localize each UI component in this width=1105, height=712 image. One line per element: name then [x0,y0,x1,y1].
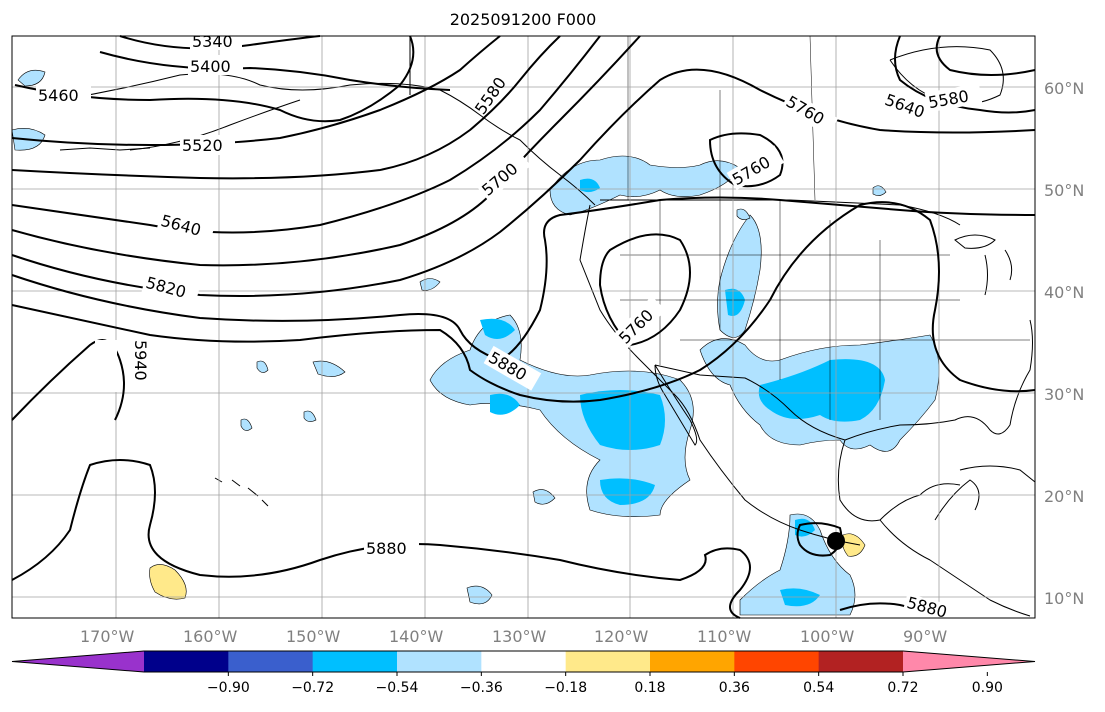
colorbar-segment [650,651,735,672]
colorbar-segment [397,651,482,672]
contour-5520 [11,35,501,147]
contour-label: 5520 [182,136,223,155]
islands-hawaii [214,477,269,507]
contour-5460 [14,35,415,123]
neg-core-texas [758,359,885,422]
neg-area-small-3 [312,360,346,377]
lon-label: 100°W [800,627,855,646]
lon-label: 140°W [389,627,444,646]
colorbar-extend-high [903,651,1035,672]
contour-label: 5880 [366,539,407,558]
pos-area-pacific [149,564,187,600]
contour-label: 5460 [38,86,79,105]
contour-5580-ne [935,35,1036,76]
contour-label: 5940 [131,340,150,381]
neg-area-small-5 [303,410,317,422]
lon-label: 90°W [903,627,947,646]
lon-label: 160°W [183,627,238,646]
lon-label: 120°W [594,627,649,646]
lat-label: 20°N [1044,487,1084,506]
colorbar-tick-label: 0.36 [719,680,750,696]
lat-label: 30°N [1044,385,1084,404]
map-background [12,36,1035,618]
map-frame [11,35,1036,619]
lat-label: 10°N [1044,589,1084,608]
neg-area-small-4 [240,418,253,431]
contour-5340 [119,35,321,50]
contour-5400 [99,51,451,91]
islands-aleutians [59,147,151,151]
contour-5820 [11,196,1036,362]
colorbar-tick-label: −0.36 [460,680,503,696]
lat-label: 60°N [1044,79,1084,98]
neg-core-pacific [580,390,665,450]
neg-area-canada [549,155,741,216]
neg-core-pacific-2 [490,393,520,415]
neg-area-small-9 [872,185,887,196]
neg-area-small-6 [466,585,493,605]
colorbar-segment [565,651,651,672]
colorbar-tick-label: 0.18 [634,680,665,696]
map-title: 2025091200 F000 [449,10,597,29]
contour-5880-gulf [796,522,843,557]
longitude-labels: 170°W 160°W 150°W 140°W 130°W 120°W 110°… [80,627,947,646]
coast-hudson-bay [889,46,1004,105]
latitude-labels: 60°N 50°N 40°N 30°N 20°N 10°N [1044,79,1084,608]
colorbar-segment [228,651,314,672]
colorbar-tick-label: −0.90 [207,680,250,696]
colorbar-segment [144,651,229,672]
contour-label: 5340 [192,32,233,51]
lake-michigan [984,254,988,296]
colorbar-tick-label: 0.72 [887,680,918,696]
contour-5580 [11,35,561,180]
coast-us-west [579,204,861,546]
storm-marker [827,532,845,550]
neg-core-pacific-4 [480,318,515,339]
coast-central-am [879,519,1031,617]
coast-yucatan [934,479,980,521]
colorbar-extend-low [12,651,144,672]
contour-5700 [11,35,641,267]
contour-label: 5400 [190,57,231,76]
neg-area-nw-pacific [17,69,46,87]
lon-label: 150°W [286,627,341,646]
coast-cuba [959,465,1036,483]
lake-huron [1004,249,1013,281]
contour-5760-low [598,233,691,347]
colorbar-segment [734,651,820,672]
colorbar-segment [481,651,567,672]
coast-gulf [844,416,1011,441]
lon-label: 130°W [492,627,547,646]
contour-5880-north [11,201,1036,403]
colorbar-tick-label: 0.90 [972,680,1003,696]
colorbar-tick-label: 0.54 [803,680,834,696]
neg-area-central-am [739,513,856,616]
neg-area-small-8 [736,208,751,220]
contour-5760-canada [708,132,784,188]
colorbar-outline [11,650,1036,673]
colorbar-tick-label: −0.54 [376,680,419,696]
coast-alaska [59,73,596,206]
colorbar: −0.90 −0.72 −0.54 −0.36 −0.18 0.18 0.36 0.54 0.7… [11,650,1036,696]
contour-5760 [11,68,1036,297]
border-us-mexico [654,364,846,441]
colorbar-segment [818,651,904,672]
neg-core-rockies [725,288,745,316]
lat-label: 50°N [1044,181,1084,200]
lon-label: 170°W [80,627,135,646]
contour-5640 [11,35,601,234]
colorbar-tick-label: −0.72 [291,680,334,696]
lat-label: 40°N [1044,283,1084,302]
coast-us-east [1009,319,1033,426]
lon-label: 110°W [697,627,752,646]
coast-alaska-peninsula [129,99,301,151]
neg-area-small-2 [256,360,269,373]
colorbar-segment [312,651,398,672]
neg-area-small-7 [532,489,556,505]
lake-superior [954,234,996,249]
neg-core-pacific-3 [600,478,655,505]
colorbar-tick-label: −0.18 [544,680,587,696]
